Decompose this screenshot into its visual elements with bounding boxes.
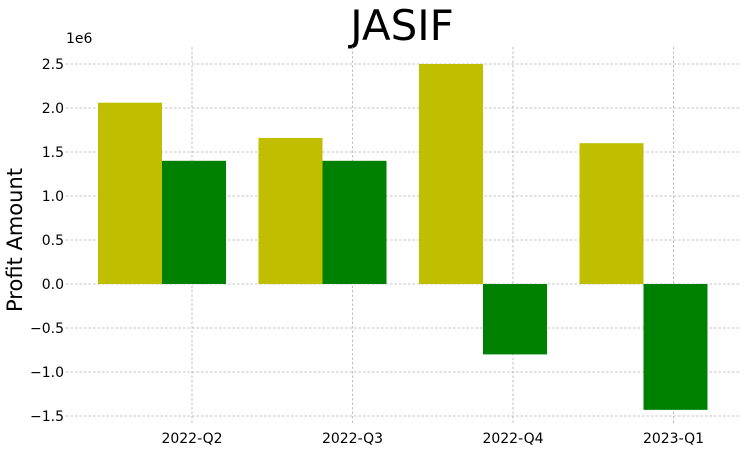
bar <box>162 160 226 284</box>
x-tick-label: 2022-Q2 <box>161 431 222 447</box>
y-tick-label: −1.5 <box>30 409 64 425</box>
y-tick-label: 2.5 <box>42 57 64 73</box>
y-tick-label: −0.5 <box>30 321 64 337</box>
y-tick-label: 1.5 <box>42 145 64 161</box>
y-axis-offset-label: 1e6 <box>66 31 93 47</box>
y-tick-labels: −1.5 −1.0 −0.5 0.0 0.5 1.0 1.5 2.0 2.5 <box>30 57 64 425</box>
x-tick-labels: 2022-Q2 2022-Q3 2022-Q4 2023-Q1 <box>161 431 704 447</box>
bar <box>322 160 387 284</box>
y-tick-label: 1.0 <box>42 189 64 205</box>
bar <box>258 137 323 284</box>
bar <box>643 284 708 410</box>
x-tick-label: 2022-Q3 <box>322 431 383 447</box>
y-tick-label: 2.0 <box>42 101 64 117</box>
x-tick-label: 2022-Q4 <box>482 431 543 447</box>
bars <box>98 64 708 410</box>
bar <box>98 102 162 284</box>
chart-title: JASIF <box>347 1 454 50</box>
y-tick-label: 0.5 <box>42 233 64 249</box>
y-axis-label: Profit Amount <box>3 168 27 312</box>
x-tick-label: 2023-Q1 <box>643 431 704 447</box>
bar <box>483 284 547 355</box>
bar <box>579 143 644 284</box>
y-tick-label: −1.0 <box>30 365 64 381</box>
y-tick-label: 0.0 <box>42 277 64 293</box>
bar <box>419 64 483 284</box>
